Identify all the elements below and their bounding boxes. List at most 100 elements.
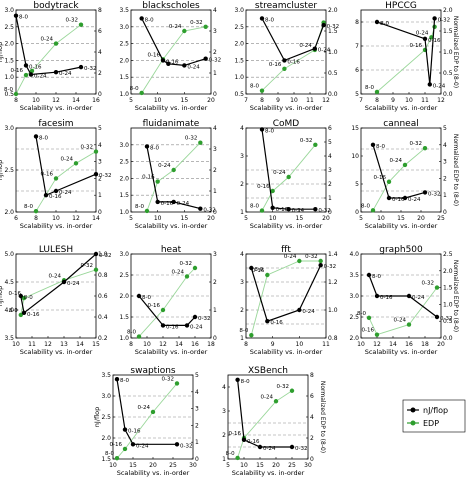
data-point-njflop [144,144,150,149]
series-line-njflop [138,295,196,326]
y-tick-right-label: 8 [310,372,314,379]
chart-title: swaptions [130,366,176,376]
data-label: 0-16 [161,201,174,207]
y-tick-right-label: 1.0 [443,301,453,308]
data-point-edp [23,72,29,78]
y-tick-left-label: 1.5 [119,192,129,199]
data-label: 0-32 [277,384,289,390]
data-point-njflop [160,323,166,328]
y-tick-right-label: 2.0 [328,7,338,14]
y-tick-left-label: 0.5 [234,91,244,98]
series-line-njflop [237,379,292,448]
data-label: 0-16 [166,324,179,330]
x-axis-label: Scalability vs. in-order [20,348,93,356]
y-tick-right-label: 1.5 [443,28,453,35]
x-tick-label: 20 [149,462,157,469]
y-tick-right-label: 1.2 [328,279,338,286]
data-label: 8-0 [241,379,250,385]
data-point-njflop [374,19,380,25]
y-tick-left-label: 3.0 [349,293,359,300]
y-tick-left-label: 3 [240,153,244,160]
x-tick-label: 16 [405,341,413,348]
y-tick-right-label: 6 [98,28,102,35]
data-point-njflop [297,307,302,313]
x-tick-label: 11 [322,341,330,348]
data-point-edp [370,208,376,213]
x-tick-label: 25 [437,215,445,222]
data-label: 8-0 [105,451,114,457]
y-tick-right-label: 5 [195,372,199,379]
data-label: 0-24 [390,158,403,164]
series-line-edp [146,142,201,212]
data-point-njflop [53,69,59,75]
x-tick-label: 12 [44,341,52,348]
data-point-edp [265,272,270,278]
data-point-njflop [386,195,392,201]
x-tick-label: 5 [129,215,133,222]
data-label: 8-0 [239,328,248,334]
x-axis-label: Scalability vs. in-order [20,222,93,230]
data-point-edp [139,90,144,96]
y-tick-left-label: 2.0 [349,335,359,342]
y-tick-right-label: 3 [195,406,199,413]
x-tick-label: 12 [159,341,167,348]
x-tick-label: 18 [421,341,429,348]
y-tick-right-label: 0 [328,209,332,216]
chart-title: CoMD [273,119,300,129]
data-point-edp [270,188,275,194]
data-label: 0-16 [142,175,155,181]
y-tick-right-label: 2 [310,435,314,442]
y-tick-right-label: 1.0 [328,49,338,56]
data-point-edp [402,162,408,168]
series-line-edp [372,147,426,211]
x-tick-label: 7 [244,97,248,104]
data-point-edp [198,140,203,145]
data-label: 8-0 [19,15,28,21]
data-label: 0-32 [410,141,422,147]
x-tick-label: 9 [391,97,395,104]
y-tick-right-label: 4 [213,7,217,14]
data-label: 0-32 [99,253,111,259]
x-tick-label: 20 [322,215,330,222]
y-tick-left-label: 4 [222,384,226,391]
y-tick-right-label: 0.5 [443,318,453,325]
data-label: 0-24 [67,281,80,287]
x-tick-label: 5 [129,97,133,104]
chart-panel-xsbench: XSBench 5 10 15 20 25 30 1 2 3 4 0 2 4 6 8 Scalability v… [222,366,326,477]
x-tick-label: 11 [28,341,36,348]
data-point-edp [313,142,318,147]
data-label: 8-0 [380,21,389,27]
y-tick-right-label: 4 [310,414,314,421]
x-tick-label: 12 [373,341,381,348]
y-tick-left-label: 1.5 [101,456,111,463]
plot-frame [245,253,327,339]
x-tick-label: 11 [421,97,429,104]
plot-frame [245,9,327,95]
data-point-njflop [174,442,180,447]
data-label: 8-0 [265,128,274,134]
y-tick-right-label: 5 [328,139,332,146]
x-tick-label: 9 [276,97,280,104]
legend-box [402,399,466,433]
y-tick-left-label: 2.0 [4,209,14,216]
x-tick-label: 8 [244,341,248,348]
x-tick-label: 30 [304,462,312,469]
chart-title: graph500 [379,245,423,255]
data-label: 0-16 [29,64,42,70]
chart-title: fluidanimate [143,119,200,129]
data-label: 8-0 [135,204,144,210]
y-tick-right-label: 6 [328,125,332,132]
x-axis-label: Scalability vs. in-order [232,469,305,477]
data-label: 8-0 [150,145,159,151]
data-point-njflop [182,63,187,68]
data-label: 8-0 [24,295,33,301]
y-axis-label-left: nJ/flop [0,160,4,180]
data-point-njflop [13,13,19,18]
y-tick-left-label: 8 [355,19,359,26]
x-tick-label: 10 [240,462,248,469]
data-label: 8-0 [130,86,139,92]
data-label: 0-16 [270,320,283,326]
chart-title: fft [281,245,291,255]
